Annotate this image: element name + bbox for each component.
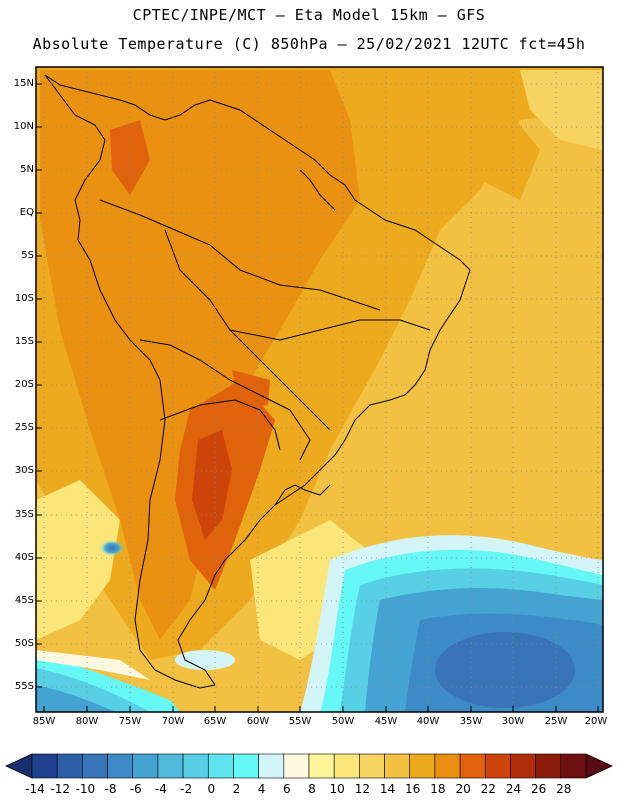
colorbar-label: -8 bbox=[104, 782, 117, 796]
lon-label-55w: 55W bbox=[288, 716, 312, 727]
colorbar-low-arrow bbox=[5, 753, 33, 779]
colorbar-label: 2 bbox=[232, 782, 241, 796]
lon-label-20w: 20W bbox=[584, 716, 608, 727]
colorbar-label: 4 bbox=[257, 782, 266, 796]
colorbar-cell bbox=[359, 753, 385, 779]
lon-label-25w: 25W bbox=[544, 716, 568, 727]
colorbar-cell bbox=[560, 753, 587, 779]
lon-label-40w: 40W bbox=[416, 716, 440, 727]
lon-label-70w: 70W bbox=[161, 716, 185, 727]
colorbar-label: -10 bbox=[75, 782, 96, 796]
map-title-line1: CPTEC/INPE/MCT – Eta Model 15km – GFS bbox=[132, 6, 486, 24]
colorbar-cell bbox=[535, 753, 562, 779]
colorbar-cell bbox=[82, 753, 108, 779]
colorbar-cell bbox=[31, 753, 58, 779]
colorbar-label: 28 bbox=[556, 782, 572, 796]
colorbar-label: 20 bbox=[455, 782, 471, 796]
colorbar-label: -12 bbox=[50, 782, 70, 796]
colorbar-label: -6 bbox=[129, 782, 142, 796]
colorbar-label: 6 bbox=[282, 782, 291, 796]
colorbar-cell bbox=[207, 753, 234, 779]
lon-label-65w: 65W bbox=[203, 716, 227, 727]
colorbar-cell bbox=[484, 753, 511, 779]
lat-label-eq: EQ bbox=[19, 207, 34, 218]
lon-label-80w: 80W bbox=[75, 716, 99, 727]
colorbar-label: -14 bbox=[25, 782, 45, 796]
lon-label-60w: 60W bbox=[246, 716, 270, 727]
colorbar-label: 26 bbox=[530, 782, 547, 796]
lon-label-75w: 75W bbox=[118, 716, 142, 727]
colorbar-label: 8 bbox=[308, 782, 316, 796]
lat-label-15n: 15N bbox=[13, 78, 34, 89]
lon-label-45w: 45W bbox=[374, 716, 398, 727]
colorbar-cell bbox=[510, 753, 536, 779]
lat-label-5n: 5N bbox=[20, 164, 34, 175]
lat-label-50s: 50S bbox=[14, 638, 34, 649]
lat-label-20s: 20S bbox=[14, 379, 34, 390]
colorbar-high-arrow bbox=[585, 753, 613, 779]
lat-label-40s: 40S bbox=[14, 552, 34, 563]
lon-label-30w: 30W bbox=[501, 716, 525, 727]
colorbar bbox=[5, 753, 613, 779]
lon-label-35w: 35W bbox=[459, 716, 483, 727]
lat-label-15s: 15S bbox=[14, 336, 34, 347]
colorbar-label: 24 bbox=[505, 782, 522, 796]
lat-label-5s: 5S bbox=[21, 250, 34, 261]
colorbar-label: 10 bbox=[329, 782, 345, 796]
lat-label-35s: 35S bbox=[14, 509, 34, 520]
colorbar-cell bbox=[434, 753, 461, 779]
axis-ticks bbox=[36, 83, 599, 712]
colorbar-label: 0 bbox=[207, 782, 216, 796]
colorbar-cell bbox=[233, 753, 259, 779]
colorbar-cell bbox=[409, 753, 436, 779]
colorbar-cell bbox=[459, 753, 486, 779]
lon-label-50w: 50W bbox=[331, 716, 355, 727]
colorbar-label: 12 bbox=[354, 782, 371, 796]
lat-label-10n: 10N bbox=[13, 121, 34, 132]
colorbar-cell bbox=[333, 753, 360, 779]
colorbar-cell bbox=[308, 753, 335, 779]
lat-label-25s: 25S bbox=[14, 422, 34, 433]
coastline bbox=[44, 74, 471, 689]
colorbar-cell bbox=[107, 753, 134, 779]
colorbar-cell bbox=[157, 753, 184, 779]
lat-label-55s: 55S bbox=[14, 681, 34, 692]
map-frame bbox=[35, 66, 604, 713]
lat-label-30s: 30S bbox=[14, 465, 34, 476]
colorbar-label: -2 bbox=[180, 782, 193, 796]
colorbar-cell bbox=[283, 753, 310, 779]
colorbar-label: 22 bbox=[480, 782, 496, 796]
colorbar-cell bbox=[258, 753, 285, 779]
colorbar-cell bbox=[182, 753, 209, 779]
colorbar-cell bbox=[132, 753, 159, 779]
lon-label-85w: 85W bbox=[32, 716, 56, 727]
colorbar-label: 14 bbox=[379, 782, 396, 796]
lat-label-45s: 45S bbox=[14, 595, 34, 606]
colorbar-label: -4 bbox=[154, 782, 167, 796]
temperature-field bbox=[36, 67, 603, 712]
colorbar-label: 16 bbox=[405, 782, 421, 796]
lat-label-10s: 10S bbox=[14, 293, 34, 304]
colorbar-label: 18 bbox=[430, 782, 446, 796]
colorbar-cell bbox=[384, 753, 411, 779]
map-title-line2: Absolute Temperature (C) 850hPa – 25/02/… bbox=[32, 35, 586, 53]
colorbar-cell bbox=[56, 753, 83, 779]
